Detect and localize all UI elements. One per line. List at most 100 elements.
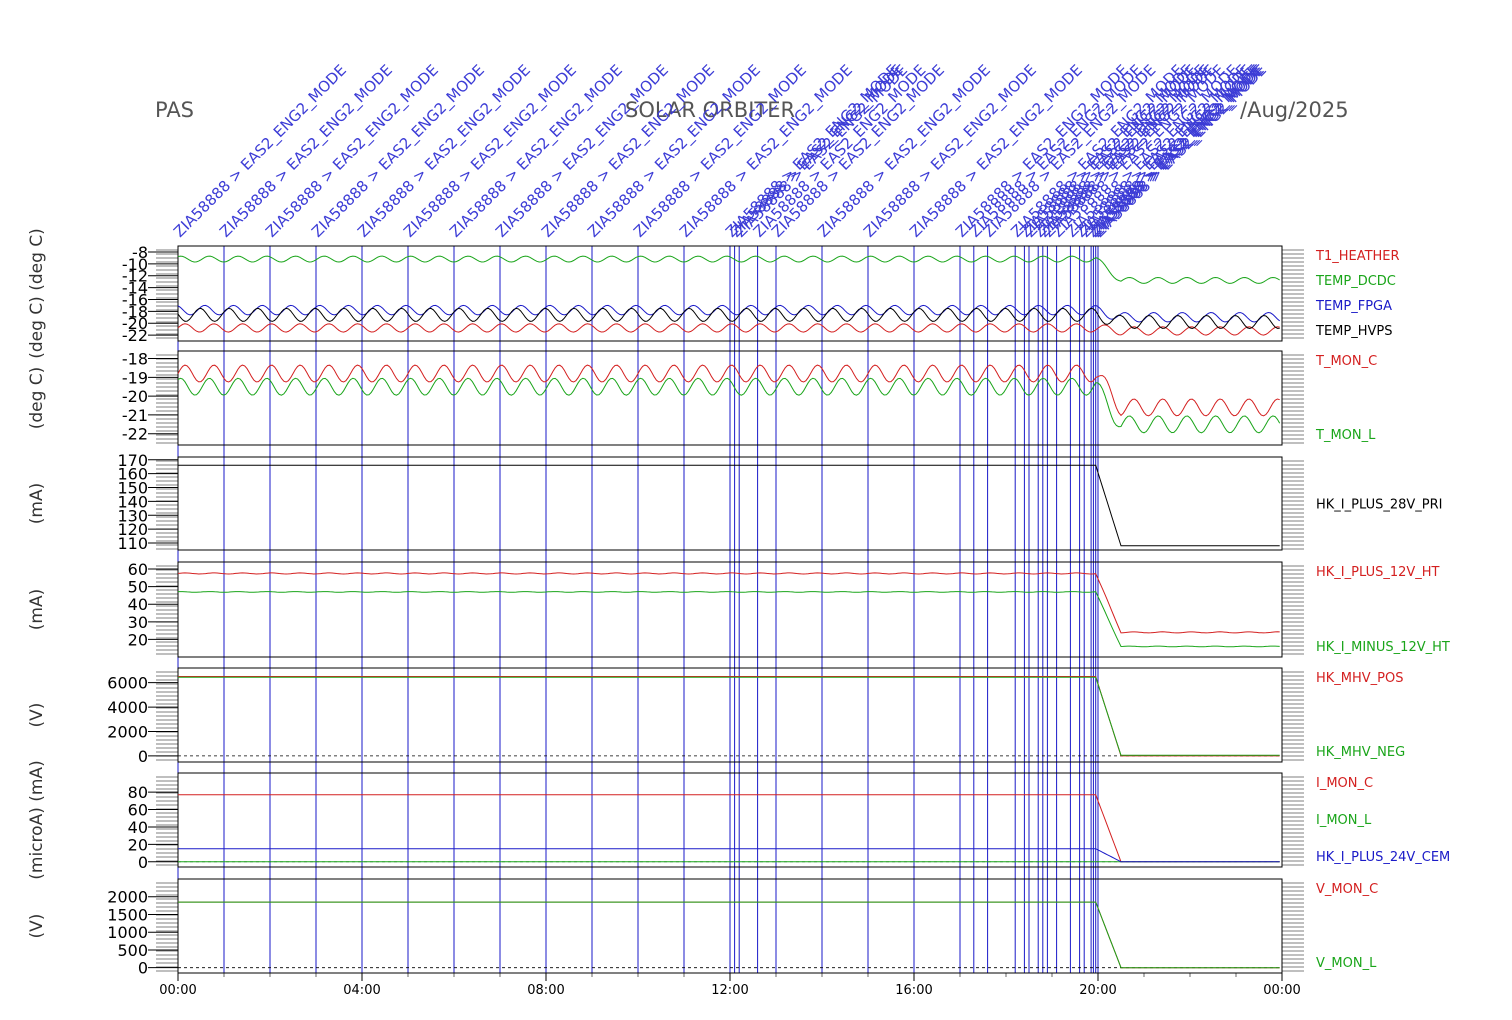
x-tick-label: 16:00 [895, 983, 932, 998]
y-tick-label: 160 [117, 465, 148, 484]
panel-2: -18-19-20-21-22 (deg C) T_MON_C T_MON_L [27, 350, 1377, 446]
legend-temp_fpga: TEMP_FPGA [1315, 299, 1392, 314]
y-tick-label: 0 [138, 959, 148, 978]
series-line-hk_i_minus_12v_ht [178, 591, 1280, 648]
y-tick-label: 20 [128, 630, 148, 649]
y-tick-label: -22 [122, 326, 148, 345]
y-tick-label: -19 [122, 368, 148, 387]
x-tick-label: 00:00 [159, 983, 196, 998]
y-tick-label: -16 [122, 290, 148, 309]
series-line-hk_mhv_pos [178, 676, 1280, 757]
y-tick-label: 20 [128, 835, 148, 854]
panel-1: -8-10-12-14-16-18-20-22 (deg C) (deg C) T1… [27, 228, 1400, 359]
legend-hk_mhv_pos: HK_MHV_POS [1316, 671, 1404, 686]
legend-t_mon_c: T_MON_C [1315, 354, 1377, 369]
x-axis: 00:00 04:00 08:00 12:00 16:00 20:00 00:00 [159, 973, 1301, 998]
y-unit-label: (microA) (mA) [27, 760, 47, 879]
legend-t1_heather: T1_HEATHER [1315, 249, 1400, 264]
y-tick-label: 4000 [107, 698, 148, 717]
y-unit-label: (V) [27, 703, 47, 728]
legend-hk_mhv_neg: HK_MHV_NEG [1316, 745, 1405, 760]
series-line-hk_i_plus_24v_cem [178, 848, 1280, 863]
y-tick-label: 40 [128, 595, 148, 614]
y-tick-label: 60 [128, 801, 148, 820]
y-tick-label: 130 [117, 506, 148, 525]
y-tick-label: -21 [122, 406, 148, 425]
y-tick-label: 140 [117, 492, 148, 511]
mission-label: SOLAR ORBITER [625, 98, 795, 122]
y-tick-label: 0 [138, 853, 148, 872]
series-line-v_mon_c [178, 901, 1280, 969]
y-tick-label: 80 [128, 783, 148, 802]
y-tick-label: 2000 [107, 888, 148, 907]
panel-frame [177, 667, 1283, 763]
date-label: /Aug/2025 [1240, 98, 1349, 122]
y-tick-label: -8 [132, 243, 148, 262]
y-tick-label: -10 [122, 255, 148, 274]
y-tick-label: -20 [122, 387, 148, 406]
series-line-v_mon_l [178, 901, 1280, 969]
legend-temp_dcdc: TEMP_DCDC [1315, 274, 1396, 289]
y-unit-label: (deg C) [27, 367, 47, 430]
series-line-hk_i_plus_12v_ht [177, 572, 1280, 634]
y-tick-label: 6000 [107, 674, 148, 693]
legend-hk_i_minus_12v_ht: HK_I_MINUS_12V_HT [1316, 640, 1450, 655]
y-tick-label: 1500 [107, 905, 148, 924]
series-line-temp_dcdc [177, 255, 1280, 284]
legend-hk_i_plus_28v_pri: HK_I_PLUS_28V_PRI [1316, 498, 1442, 513]
x-tick-label: 08:00 [527, 983, 564, 998]
legend-v_mon_l: V_MON_L [1316, 956, 1377, 971]
series-line-temp_fpga [177, 304, 1281, 323]
legend-t_mon_l: T_MON_L [1315, 428, 1376, 443]
panel-frame [177, 350, 1283, 446]
y-tick-label: -18 [122, 302, 148, 321]
y-tick-label: -14 [122, 279, 148, 298]
y-unit-label: (mA) [27, 483, 47, 524]
series-line-hk_i_plus_28v_pri [178, 464, 1280, 547]
y-tick-label: 0 [138, 747, 148, 766]
y-tick-label: -20 [122, 314, 148, 333]
y-tick-label: 2000 [107, 722, 148, 741]
y-unit-label: (V) [27, 914, 47, 939]
y-tick-label: 120 [117, 520, 148, 539]
series-line-temp_hvps [177, 307, 1280, 330]
y-tick-label: 170 [117, 451, 148, 470]
y-unit-label: (mA) [27, 589, 47, 630]
legend-v_mon_c: V_MON_C [1316, 882, 1378, 897]
legend-hk_i_plus_24v_cem: HK_I_PLUS_24V_CEM [1316, 850, 1450, 865]
x-tick-label: 00:00 [1263, 983, 1300, 998]
y-tick-label: 150 [117, 479, 148, 498]
series-line-t_mon_c [177, 364, 1280, 417]
legend-temp_hvps: TEMP_HVPS [1315, 324, 1392, 339]
panel-frame [177, 456, 1283, 551]
panel-5: 6000 4000 2000 0 (V) HK_MHV_POS HK_MHV_NEG [27, 667, 1405, 766]
y-tick-label: 50 [128, 578, 148, 597]
chart-panels: -8-10-12-14-16-18-20-22(deg C) (deg C) T1… [27, 228, 1450, 977]
panel-frame [177, 245, 1283, 342]
x-tick-label: 04:00 [343, 983, 380, 998]
y-tick-label: -22 [122, 425, 148, 444]
series-line-hk_mhv_neg [178, 676, 1280, 756]
y-tick-label: 1000 [107, 923, 148, 942]
panel-frame [177, 772, 1283, 868]
y-tick-label: -18 [122, 350, 148, 369]
y-tick-label: 500 [117, 941, 148, 960]
y-tick-label: -12 [122, 267, 148, 286]
legend-i_mon_c: I_MON_C [1316, 776, 1373, 791]
legend-i_mon_l: I_MON_L [1316, 813, 1372, 828]
series-line-t1_heather [177, 323, 1280, 336]
y-tick-label: 60 [128, 560, 148, 579]
x-tick-label: 12:00 [711, 983, 748, 998]
legend-hk_i_plus_12v_ht: HK_I_PLUS_12V_HT [1316, 565, 1440, 580]
instrument-label: PAS [155, 98, 194, 122]
y-tick-label: 40 [128, 818, 148, 837]
series-line-i_mon_c [178, 794, 1280, 863]
y-unit-label: (deg C) (deg C) [27, 228, 47, 359]
y-tick-label: 110 [117, 534, 148, 553]
